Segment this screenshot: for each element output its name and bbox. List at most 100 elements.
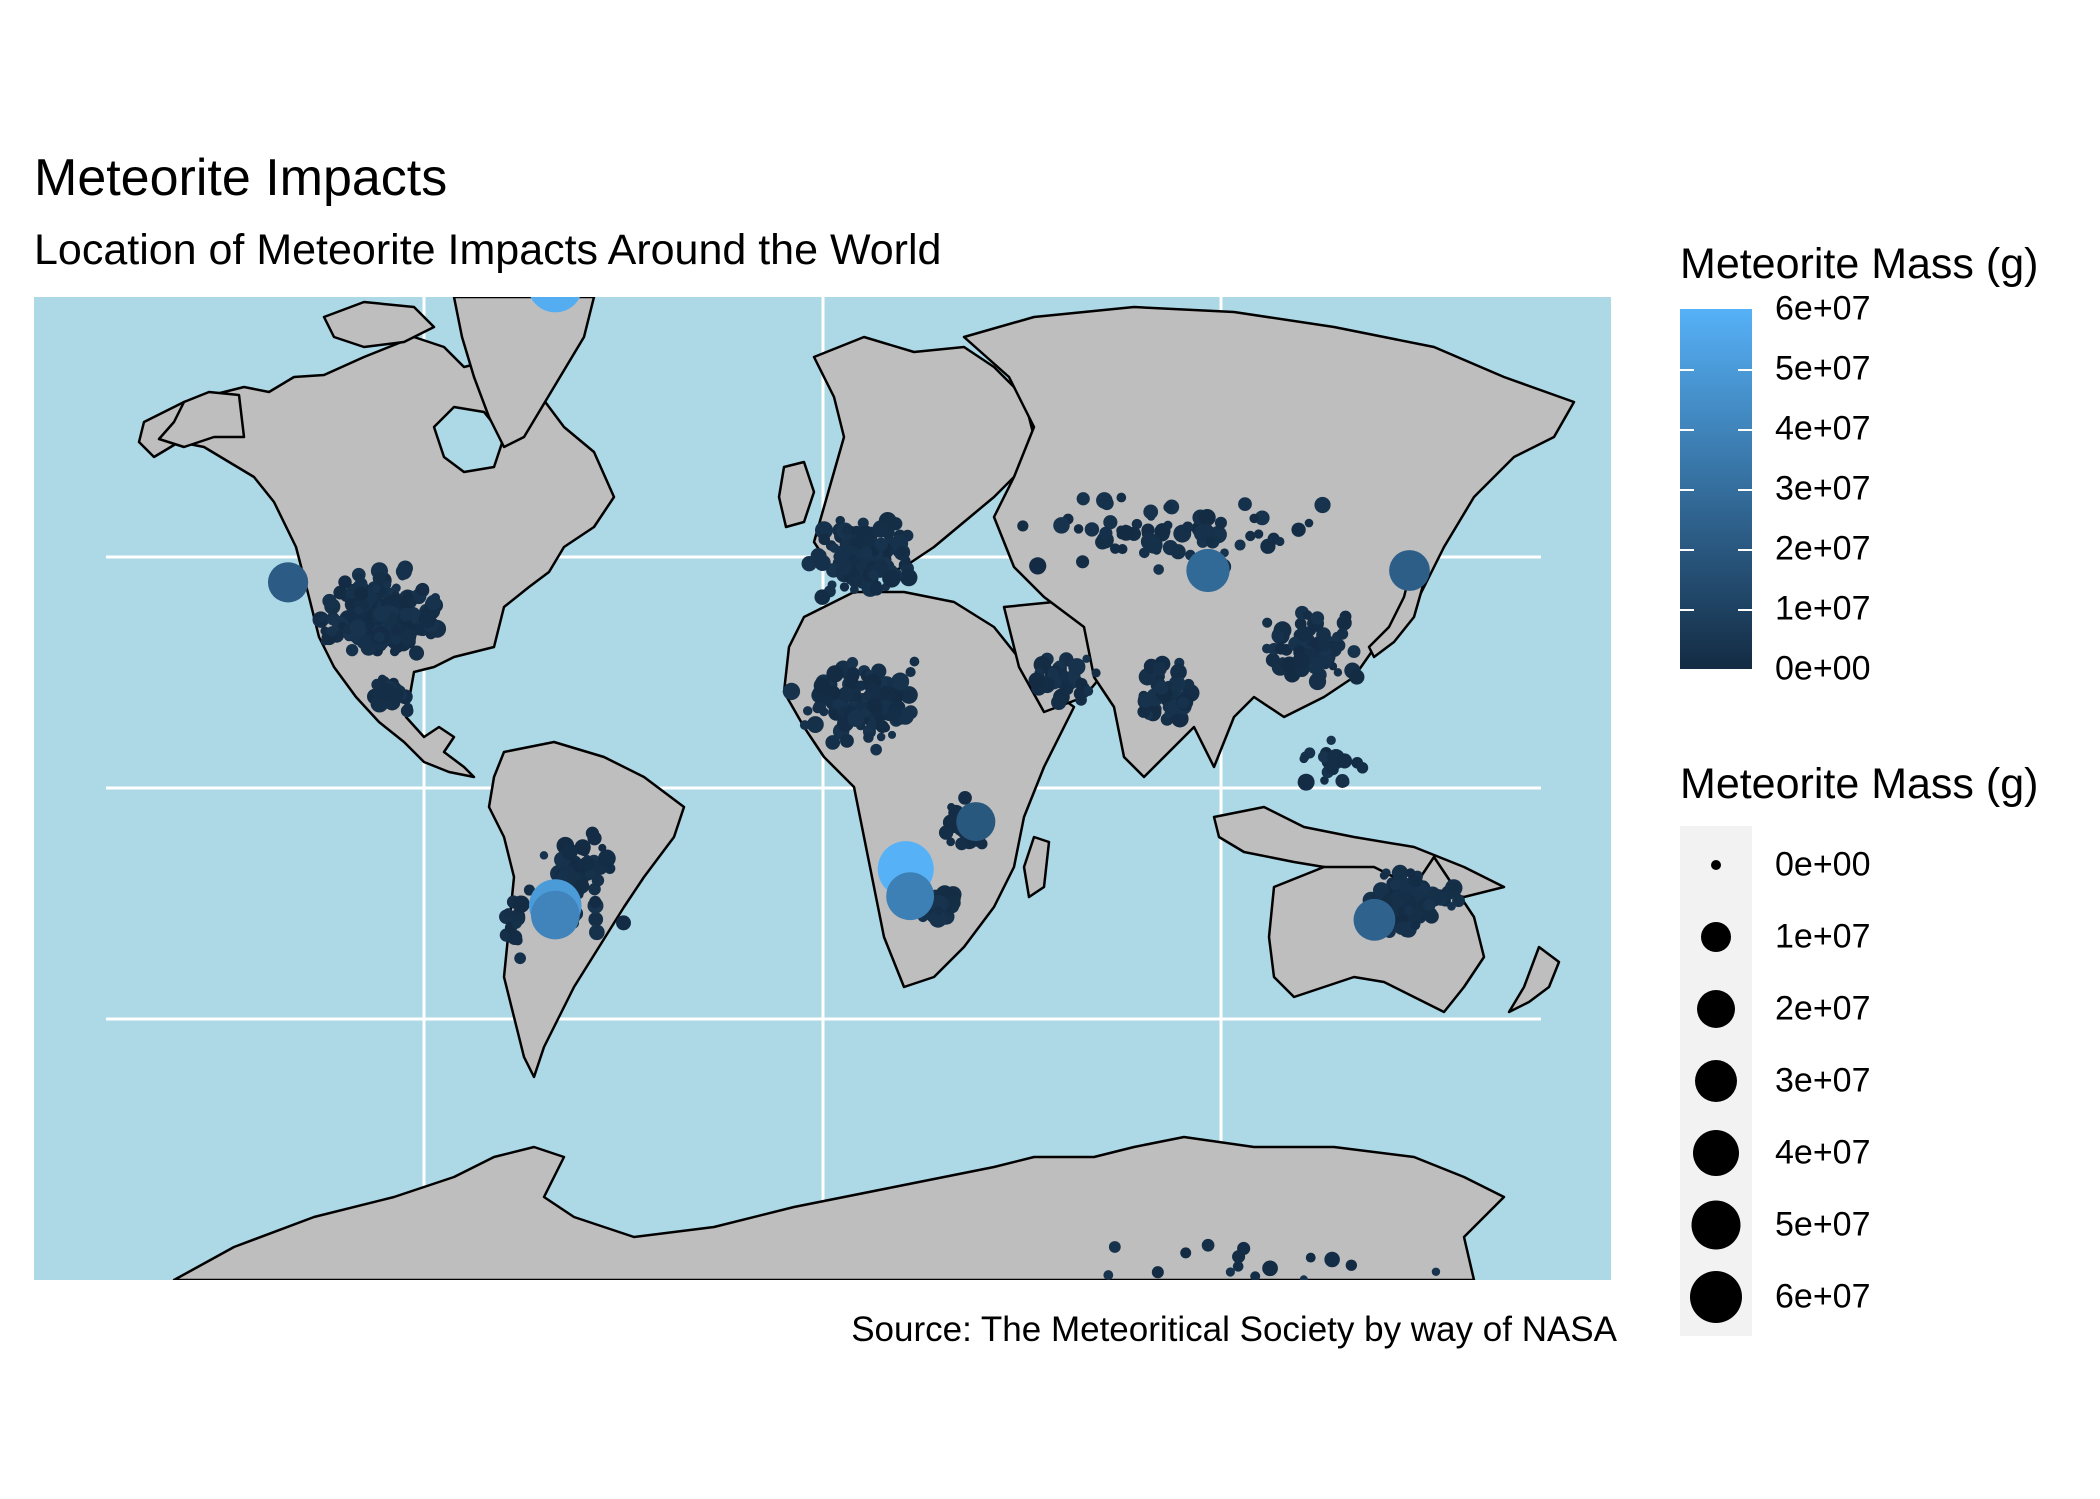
- impact-point: [1431, 1267, 1441, 1277]
- impact-point: [814, 589, 831, 605]
- impact-point: [511, 918, 522, 929]
- impact-point: [1316, 627, 1331, 642]
- impact-point: [391, 635, 402, 646]
- colorbar-tick: [1680, 489, 1694, 491]
- color-legend-title: Meteorite Mass (g): [1680, 240, 2039, 288]
- colorbar-tick: [1680, 609, 1694, 611]
- size-legend-label: 4e+07: [1775, 1133, 1871, 1172]
- south-america-land: [487, 740, 686, 1079]
- impact-point: [1299, 754, 1309, 764]
- impact-point: [1262, 1265, 1272, 1274]
- impact-point: [849, 585, 859, 595]
- size-legend-dot: [1697, 990, 1735, 1028]
- arctic-islands: [322, 300, 436, 349]
- large-impact-point: [1186, 548, 1230, 593]
- impact-point: [839, 582, 850, 592]
- impact-point: [1318, 639, 1331, 652]
- impact-point: [909, 656, 920, 667]
- impact-point: [1076, 555, 1090, 569]
- impact-point: [802, 706, 813, 716]
- impact-point: [1108, 1241, 1121, 1253]
- large-impact-point: [886, 872, 935, 921]
- impact-point: [561, 844, 578, 861]
- colorbar-tick: [1738, 369, 1752, 371]
- impact-point: [1391, 864, 1409, 882]
- size-legend-dot: [1701, 922, 1731, 952]
- impact-point: [1306, 656, 1324, 675]
- impact-point: [1131, 518, 1143, 530]
- impact-point: [866, 697, 882, 713]
- impact-point: [345, 643, 359, 657]
- plot-subtitle: Location of Meteorite Impacts Around the…: [34, 226, 942, 274]
- size-legend-dot: [1690, 1271, 1742, 1323]
- impact-point: [1340, 778, 1350, 787]
- impact-point: [1379, 871, 1389, 880]
- impact-point: [863, 732, 874, 743]
- impact-point: [1297, 778, 1307, 787]
- greenland-land: [452, 297, 596, 449]
- impact-point: [847, 709, 865, 727]
- impact-point: [846, 667, 860, 680]
- impact-point: [322, 593, 337, 609]
- impact-point: [399, 628, 417, 646]
- impact-point: [888, 730, 897, 739]
- size-legend-label: 6e+07: [1775, 1277, 1871, 1316]
- large-impact-point: [530, 297, 581, 313]
- impact-point: [589, 924, 605, 941]
- impact-point: [1302, 610, 1313, 621]
- impact-point: [1205, 536, 1215, 546]
- size-legend-dot: [1691, 1200, 1741, 1250]
- impact-point: [354, 586, 369, 601]
- impact-point: [891, 672, 910, 691]
- impact-point: [1403, 905, 1414, 916]
- impact-point: [1317, 751, 1330, 763]
- impact-point: [933, 906, 944, 916]
- new-zealand-land: [1507, 945, 1561, 1014]
- world-map: [106, 297, 1576, 1280]
- impact-point: [1225, 1267, 1235, 1277]
- impact-point: [1305, 1252, 1316, 1263]
- impact-point: [1145, 536, 1163, 554]
- impact-point: [1275, 536, 1285, 547]
- large-impact-point: [1389, 550, 1430, 591]
- impact-point: [882, 569, 901, 588]
- color-legend-label: 1e+07: [1775, 589, 1871, 628]
- impact-point: [1138, 692, 1154, 708]
- impact-point: [587, 831, 602, 846]
- size-legend-label: 1e+07: [1775, 917, 1871, 956]
- impact-point: [1180, 1247, 1192, 1259]
- impact-point: [1400, 891, 1412, 902]
- impact-point: [1262, 617, 1273, 628]
- impact-point: [1232, 1250, 1246, 1264]
- impact-point: [579, 856, 594, 872]
- impact-point: [1308, 672, 1327, 691]
- impact-point: [855, 680, 867, 691]
- impact-point: [391, 687, 404, 701]
- impact-point: [1333, 668, 1343, 677]
- impact-point: [1295, 625, 1312, 642]
- impact-point: [588, 911, 604, 927]
- impact-point: [376, 682, 394, 701]
- colorbar-tick: [1680, 429, 1694, 431]
- impact-point: [1198, 508, 1216, 526]
- impact-point: [955, 837, 969, 851]
- impact-point: [1250, 1271, 1261, 1280]
- impact-point: [1356, 762, 1369, 774]
- impact-point: [1398, 882, 1412, 896]
- impact-point: [886, 691, 897, 702]
- impact-point: [1017, 520, 1029, 532]
- impact-point: [318, 613, 328, 623]
- impact-point: [947, 803, 956, 812]
- alaska-land: [157, 390, 246, 449]
- plot-title: Meteorite Impacts: [34, 149, 448, 207]
- impact-point: [1271, 629, 1285, 643]
- impact-point: [874, 537, 889, 552]
- impact-point: [1099, 526, 1113, 540]
- europe-land: [812, 335, 1036, 579]
- impact-point: [1260, 538, 1276, 554]
- impact-point: [539, 851, 549, 860]
- impact-point: [1152, 662, 1167, 677]
- impact-point: [1214, 516, 1227, 529]
- impact-point: [1254, 510, 1270, 526]
- impact-point: [1060, 672, 1069, 681]
